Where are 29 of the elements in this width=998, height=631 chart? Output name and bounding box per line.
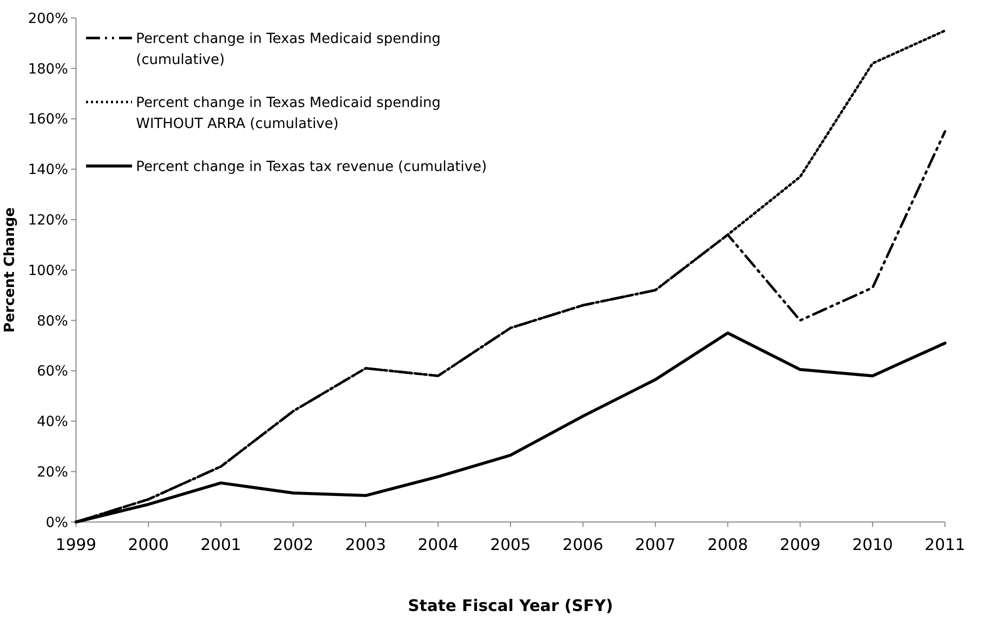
y-tick-label: 140% [28, 162, 68, 178]
x-tick-label: 2003 [345, 535, 386, 554]
x-tick-label: 2008 [707, 535, 748, 554]
y-tick-label: 160% [28, 112, 68, 128]
x-tick-label: 2001 [200, 535, 242, 554]
x-tick-label: 1999 [56, 535, 96, 554]
x-tick-label: 2005 [490, 535, 531, 554]
y-tick-label: 80% [36, 313, 68, 330]
x-tick-label: 2006 [562, 535, 604, 554]
y-tick-label: 200% [28, 10, 68, 27]
x-tick-label: 2010 [852, 535, 893, 554]
y-tick-label: 40% [36, 414, 68, 430]
x-tick-label: 2002 [272, 535, 314, 554]
x-tick-label: 2011 [924, 535, 966, 554]
y-tick-label: 20% [36, 464, 68, 480]
y-axis-title: Percent Change [2, 207, 18, 333]
y-tick-label: 100% [28, 262, 68, 279]
x-tick-label: 2000 [128, 535, 169, 554]
legend-label: Percent change in Texas Medicaid spending (cumulative) [136, 30, 441, 68]
y-tick-label: 180% [28, 61, 68, 78]
y-tick-label: 120% [28, 212, 68, 228]
x-axis-title: State Fiscal Year (SFY) [408, 596, 614, 615]
y-tick-label: 60% [36, 364, 68, 380]
x-tick-label: 2007 [634, 535, 676, 554]
x-tick-label: 2004 [418, 535, 458, 554]
y-tick-label: 0% [46, 514, 68, 531]
legend-label: Percent change in Texas Medicaid spending WITHOUT ARRA (cumulative) [136, 94, 441, 132]
legend-label: Percent change in Texas tax revenue (cumulative) [136, 158, 487, 175]
x-tick-label: 2009 [780, 535, 821, 554]
